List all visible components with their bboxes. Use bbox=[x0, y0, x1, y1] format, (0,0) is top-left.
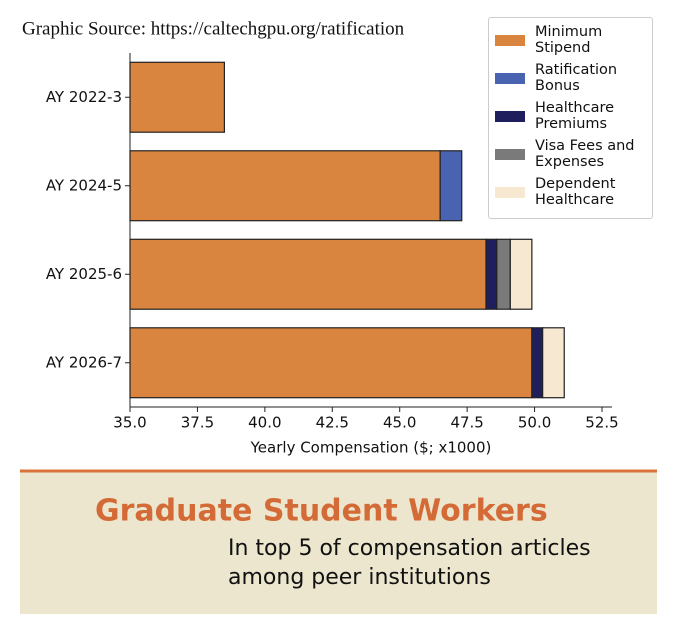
banner-line: among peer institutions bbox=[228, 565, 491, 590]
legend-swatch bbox=[495, 110, 525, 122]
y-tick-label: AY 2022-3 bbox=[46, 88, 122, 106]
x-tick-label: 45.0 bbox=[383, 414, 416, 432]
x-tick-label: 35.0 bbox=[113, 414, 146, 432]
legend-item: Minimum Stipend bbox=[495, 24, 652, 56]
y-tick-label: AY 2026-7 bbox=[46, 353, 122, 371]
x-axis-label: Yearly Compensation ($; x1000) bbox=[250, 439, 492, 457]
legend-label: Minimum Stipend bbox=[535, 24, 603, 56]
legend-label: Healthcare Premiums bbox=[535, 100, 615, 132]
y-tick-label: AY 2024-5 bbox=[46, 176, 122, 194]
x-tick-label: 40.0 bbox=[248, 414, 281, 432]
bar-segment bbox=[129, 327, 533, 399]
bar-segment bbox=[485, 238, 498, 310]
legend-swatch bbox=[495, 34, 525, 46]
x-tick-label: 42.5 bbox=[316, 414, 349, 432]
source: Graphic Source: https://caltechgpu.org/r… bbox=[22, 18, 405, 39]
banner-title: Graduate Student Workers bbox=[95, 494, 548, 529]
legend-item: Visa Fees and Expenses bbox=[495, 138, 652, 170]
x-tick-label: 47.5 bbox=[450, 414, 483, 432]
legend-swatch bbox=[495, 148, 525, 160]
legend-item: Dependent Healthcare bbox=[495, 176, 652, 208]
bar-segment bbox=[129, 150, 441, 222]
bar-segment bbox=[509, 238, 533, 310]
x-tick-label: 50.0 bbox=[518, 414, 551, 432]
x-tick-label: 52.5 bbox=[585, 414, 618, 432]
y-tick-label: AY 2025-6 bbox=[46, 265, 122, 283]
bar-segment bbox=[439, 150, 463, 222]
banner-line: In top 5 of compensation articles bbox=[228, 536, 591, 561]
bar-segment bbox=[129, 61, 226, 133]
legend-swatch bbox=[495, 186, 525, 198]
legend-label: Ratification Bonus bbox=[535, 62, 618, 94]
legend-swatch bbox=[495, 72, 525, 84]
x-tick-label: 37.5 bbox=[181, 414, 214, 432]
bar-segment bbox=[129, 238, 487, 310]
bar-segment bbox=[531, 327, 544, 399]
legend: Minimum Stipend Ratification Bonus Healthc… bbox=[488, 17, 653, 219]
bar-segment bbox=[496, 238, 511, 310]
bar-segment bbox=[542, 327, 565, 399]
legend-label: Dependent Healthcare bbox=[535, 176, 616, 208]
banner bbox=[20, 472, 657, 614]
legend-label: Visa Fees and Expenses bbox=[535, 138, 635, 170]
legend-item: Healthcare Premiums bbox=[495, 100, 652, 132]
legend-item: Ratification Bonus bbox=[495, 62, 652, 94]
